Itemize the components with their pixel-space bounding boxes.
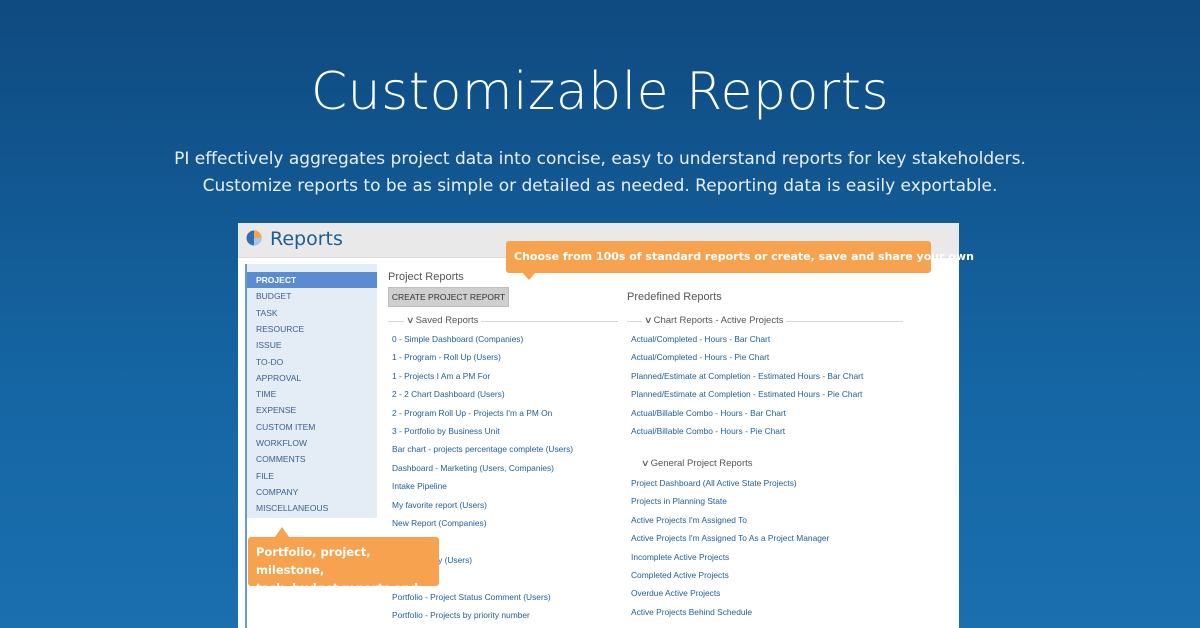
chevron-down-icon: ∨ [644,315,653,325]
hero-subtitle-line-1: PI effectively aggregates project data i… [174,149,1026,169]
sidebar-item-file[interactable]: FILE [256,470,274,481]
chevron-down-icon: ∨ [641,458,650,468]
report-link[interactable]: Planned/Estimate at Completion - Estimat… [631,389,863,400]
saved-reports-header[interactable]: ∨Saved Reports [404,315,482,327]
predefined-reports-title: Predefined Reports [627,291,722,303]
report-link[interactable]: Completed Active Projects [631,570,729,580]
sidebar-item-workflow[interactable]: WORKFLOW [256,438,307,448]
hero-subtitle: PI effectively aggregates project data i… [0,146,1200,200]
report-link[interactable]: Portfolio - Project Status Comment (User… [392,591,551,602]
report-link[interactable]: Active Projects I'm Assigned To As a Pro… [631,533,830,544]
report-link[interactable]: Active Projects I'm Assigned To [631,514,747,525]
saved-reports-label: Saved Reports [415,315,479,326]
callout-report-types: Portfolio, project, milestone, task, bud… [248,537,439,613]
hero-subtitle-line-2: Customize reports to be as simple or det… [202,176,998,196]
report-link[interactable]: 2 - Program Roll Up - Projects I'm a PM … [392,407,553,418]
report-link[interactable]: My favorite report (Users) [392,499,487,510]
report-link[interactable]: Planned/Estimate at Completion - Estimat… [631,370,864,381]
report-link[interactable]: 1 - Program - Roll Up (Users) [392,352,501,363]
hero-title: Customizable Reports [310,62,890,122]
app-logo-icon [246,230,262,246]
sidebar-item-issue[interactable]: ISSUE [256,340,282,351]
report-link[interactable]: Overdue Active Projects [631,588,721,599]
sidebar-item-task[interactable]: TASK [256,307,278,318]
chart-reports-label: Chart Reports - Active Projects [653,315,784,326]
sidebar-item-miscellaneous[interactable]: MISCELLANEOUS [256,503,329,514]
report-link[interactable]: Actual/Billable Combo - Hours - Bar Char… [631,407,786,418]
callout-pointer [522,272,536,280]
sidebar-background [247,264,377,518]
general-reports-header[interactable]: ∨General Project Reports [641,458,753,470]
report-link[interactable]: 2 - 2 Chart Dashboard (Users) [392,389,505,400]
chevron-down-icon: ∨ [406,315,415,325]
create-project-report-button[interactable]: CREATE PROJECT REPORT [388,287,509,307]
report-link[interactable]: Active Projects Behind Schedule [631,606,753,617]
callout-pointer [275,527,289,537]
report-link[interactable]: Incomplete Active Projects [631,551,730,562]
sidebar-item-company[interactable]: COMPANY [256,486,299,497]
report-link[interactable]: Actual/Billable Combo - Hours - Pie Char… [631,426,786,436]
sidebar-item-custom-item[interactable]: CUSTOM ITEM [256,421,316,432]
report-link[interactable]: Actual/Completed - Hours - Pie Chart [631,352,770,363]
project-reports-title: Project Reports [388,271,464,283]
report-link[interactable]: 0 - Simple Dashboard (Companies) [392,334,524,344]
sidebar-item-project[interactable]: PROJECT [247,272,377,288]
report-link[interactable]: Actual/Completed - Hours - Bar Chart [631,334,771,344]
callout-standard-reports: Choose from 100s of standard reports or … [506,241,974,273]
report-link[interactable]: Project Dashboard (All Active State Proj… [631,478,797,488]
report-link[interactable]: Portfolio - Projects by priority number [392,610,530,620]
sidebar-item-resource[interactable]: RESOURCE [256,323,305,334]
callout-line-1: Portfolio, project, milestone, [256,545,371,577]
general-reports-label: General Project Reports [650,458,753,469]
report-category-sidebar: PROJECT BUDGET TASK RESOURCE ISSUE TO-DO APPRO… [245,264,377,628]
callout-line-2: task, budget reports and more [256,581,419,613]
report-link[interactable]: Projects in Planning State [631,496,727,507]
sidebar-item-to-do[interactable]: TO-DO [256,356,284,367]
report-link[interactable]: New Report (Companies) [392,518,487,528]
chart-reports-header[interactable]: ∨Chart Reports - Active Projects [642,315,787,327]
report-link[interactable]: Dashboard - Marketing (Users, Companies) [392,462,554,473]
sidebar-item-expense[interactable]: EXPENSE [256,405,297,416]
saved-reports-divider [388,321,618,322]
sidebar-item-time[interactable]: TIME [256,389,277,400]
report-link[interactable]: Intake Pipeline [392,481,447,492]
sidebar-item-comments[interactable]: COMMENTS [256,454,306,465]
report-link[interactable]: Bar chart - projects percentage complete… [392,444,574,455]
app-title: Reports [270,228,343,250]
sidebar-item-approval[interactable]: APPROVAL [256,372,302,383]
sidebar-item-budget[interactable]: BUDGET [256,291,292,302]
report-link[interactable]: 3 - Portfolio by Business Unit [392,426,500,436]
report-link[interactable]: 1 - Projects I Am a PM For [392,370,491,381]
